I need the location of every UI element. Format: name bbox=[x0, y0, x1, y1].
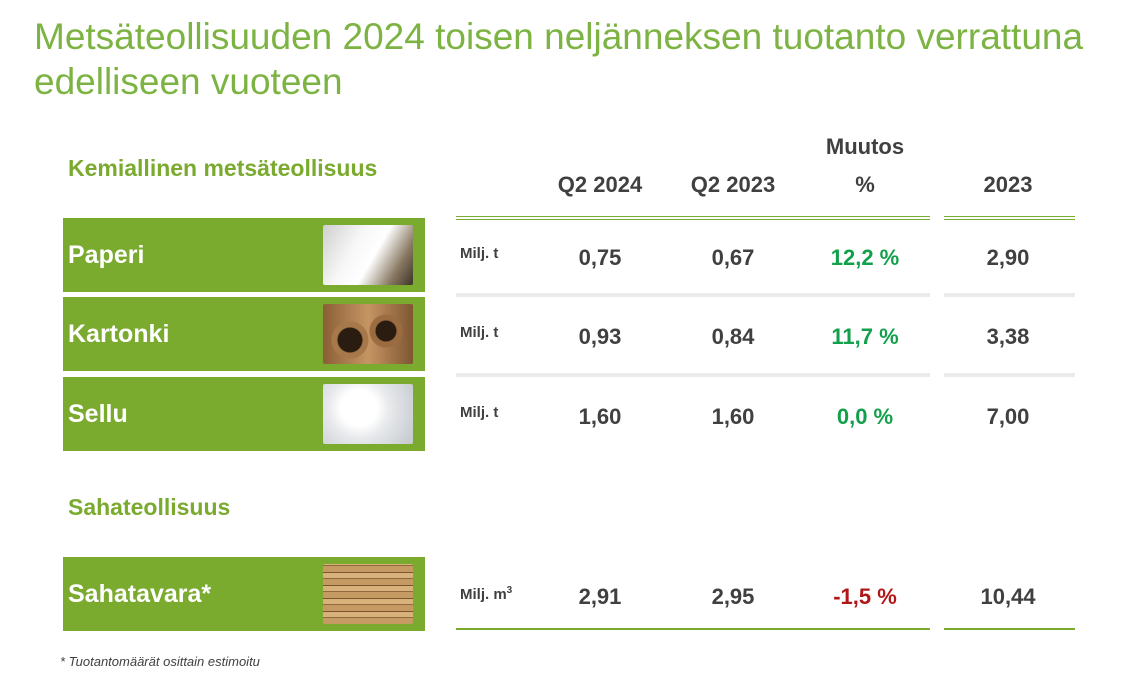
unit-label: Milj. t bbox=[460, 324, 499, 341]
value-q2-2024: 0,93 bbox=[578, 324, 622, 349]
lumber-stack-icon bbox=[323, 564, 413, 624]
row-label-box-kartonki: Kartonki bbox=[63, 297, 425, 371]
footnote: * Tuotantomäärät osittain estimoitu bbox=[60, 654, 260, 669]
unit-text: Milj. m bbox=[460, 586, 507, 603]
value-q2-2023: 2,95 bbox=[711, 584, 755, 609]
value-q2-2023: 1,60 bbox=[711, 404, 755, 429]
row-label-box-sellu: Sellu bbox=[63, 377, 425, 451]
value-change: 11,7 % bbox=[831, 324, 899, 349]
section-heading-sawmill: Sahateollisuus bbox=[68, 494, 231, 520]
section-heading-chemical: Kemiallinen metsäteollisuus bbox=[68, 155, 378, 181]
header-rule-right bbox=[944, 216, 1075, 220]
header-q2-2023: Q2 2023 bbox=[690, 172, 776, 197]
value-q2-2024: 0,75 bbox=[578, 245, 622, 270]
header-rule-left bbox=[456, 216, 930, 220]
page-title: Metsäteollisuuden 2024 toisen neljänneks… bbox=[34, 16, 1084, 102]
row-label-box-sahatavara: Sahatavara* bbox=[63, 557, 425, 631]
table-bottom-rule bbox=[456, 628, 930, 630]
value-change: 12,2 % bbox=[830, 245, 900, 270]
unit-superscript: 3 bbox=[506, 585, 513, 596]
row-label-box-paperi: Paperi bbox=[63, 218, 425, 292]
value-year-2023: 10,44 bbox=[980, 584, 1036, 609]
row-label: Kartonki bbox=[68, 319, 170, 348]
value-year-2023: 3,38 bbox=[986, 324, 1030, 349]
value-q2-2024: 1,60 bbox=[578, 404, 622, 429]
unit-label: Milj. t bbox=[460, 404, 499, 421]
value-change: -1,5 % bbox=[833, 584, 897, 609]
row-label: Sellu bbox=[68, 399, 128, 428]
row-divider bbox=[456, 293, 930, 297]
value-year-2023: 7,00 bbox=[986, 404, 1030, 429]
header-change-line2: % bbox=[855, 172, 875, 197]
pulp-icon bbox=[323, 384, 413, 444]
unit-label: Milj. m3 bbox=[460, 585, 512, 603]
header-change-line1: Muutos bbox=[825, 134, 905, 159]
value-change: 0,0 % bbox=[836, 404, 894, 429]
header-q2-2024: Q2 2024 bbox=[557, 172, 643, 197]
row-divider bbox=[456, 373, 930, 377]
value-year-2023: 2,90 bbox=[986, 245, 1030, 270]
table-bottom-rule bbox=[944, 628, 1075, 630]
row-label: Sahatavara* bbox=[68, 579, 212, 608]
row-divider bbox=[944, 373, 1075, 377]
paper-roll-icon bbox=[323, 225, 413, 285]
value-q2-2023: 0,84 bbox=[711, 324, 755, 349]
value-q2-2023: 0,67 bbox=[711, 245, 755, 270]
row-divider bbox=[944, 293, 1075, 297]
header-year-2023: 2023 bbox=[983, 172, 1033, 197]
value-q2-2024: 2,91 bbox=[578, 584, 622, 609]
row-label: Paperi bbox=[68, 240, 145, 269]
unit-label: Milj. t bbox=[460, 245, 499, 262]
cardboard-roll-icon bbox=[323, 304, 413, 364]
